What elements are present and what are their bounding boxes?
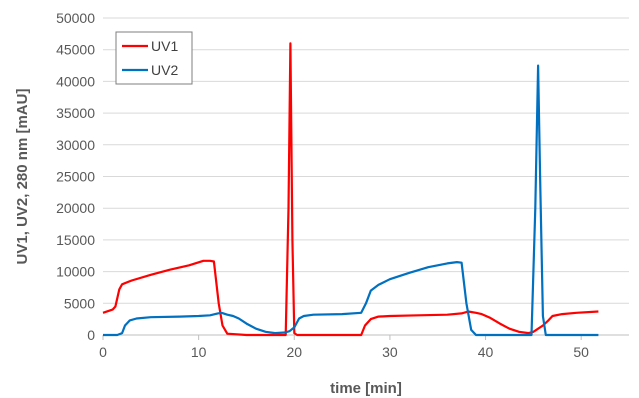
series-line-uv1 bbox=[102, 42, 599, 337]
x-tick-label: 20 bbox=[286, 344, 302, 360]
legend: UV1 UV2 bbox=[115, 31, 193, 85]
series-lines bbox=[102, 42, 599, 337]
y-tick-label: 50000 bbox=[56, 10, 95, 26]
x-tick-label: 30 bbox=[382, 344, 398, 360]
y-tick-label: 0 bbox=[87, 327, 95, 343]
legend-label-uv1: UV1 bbox=[151, 38, 178, 54]
series-line-uv2 bbox=[103, 64, 599, 337]
y-tick-label: 5000 bbox=[64, 295, 95, 311]
x-tick-label: 0 bbox=[99, 344, 107, 360]
y-tick-label: 10000 bbox=[56, 264, 95, 280]
y-tick-label: 30000 bbox=[56, 137, 95, 153]
x-tick-label: 10 bbox=[191, 344, 207, 360]
y-tick-label: 15000 bbox=[56, 232, 95, 248]
y-tick-label: 40000 bbox=[56, 73, 95, 89]
y-tick-label: 35000 bbox=[56, 105, 95, 121]
tick-labels: 0 5000 10000 15000 20000 25000 30000 35000 40000… bbox=[56, 10, 589, 360]
legend-box bbox=[115, 31, 193, 85]
x-tick-label: 40 bbox=[478, 344, 494, 360]
x-axis-title: time [min] bbox=[330, 380, 402, 397]
y-tick-label: 20000 bbox=[56, 200, 95, 216]
y-axis-title: UV1, UV2, 280 nm [mAU] bbox=[14, 89, 31, 265]
x-tick-label: 50 bbox=[573, 344, 589, 360]
grid-lines bbox=[103, 17, 629, 304]
y-tick-label: 45000 bbox=[56, 42, 95, 58]
y-tick-label: 25000 bbox=[56, 169, 95, 185]
legend-label-uv2: UV2 bbox=[151, 62, 178, 78]
